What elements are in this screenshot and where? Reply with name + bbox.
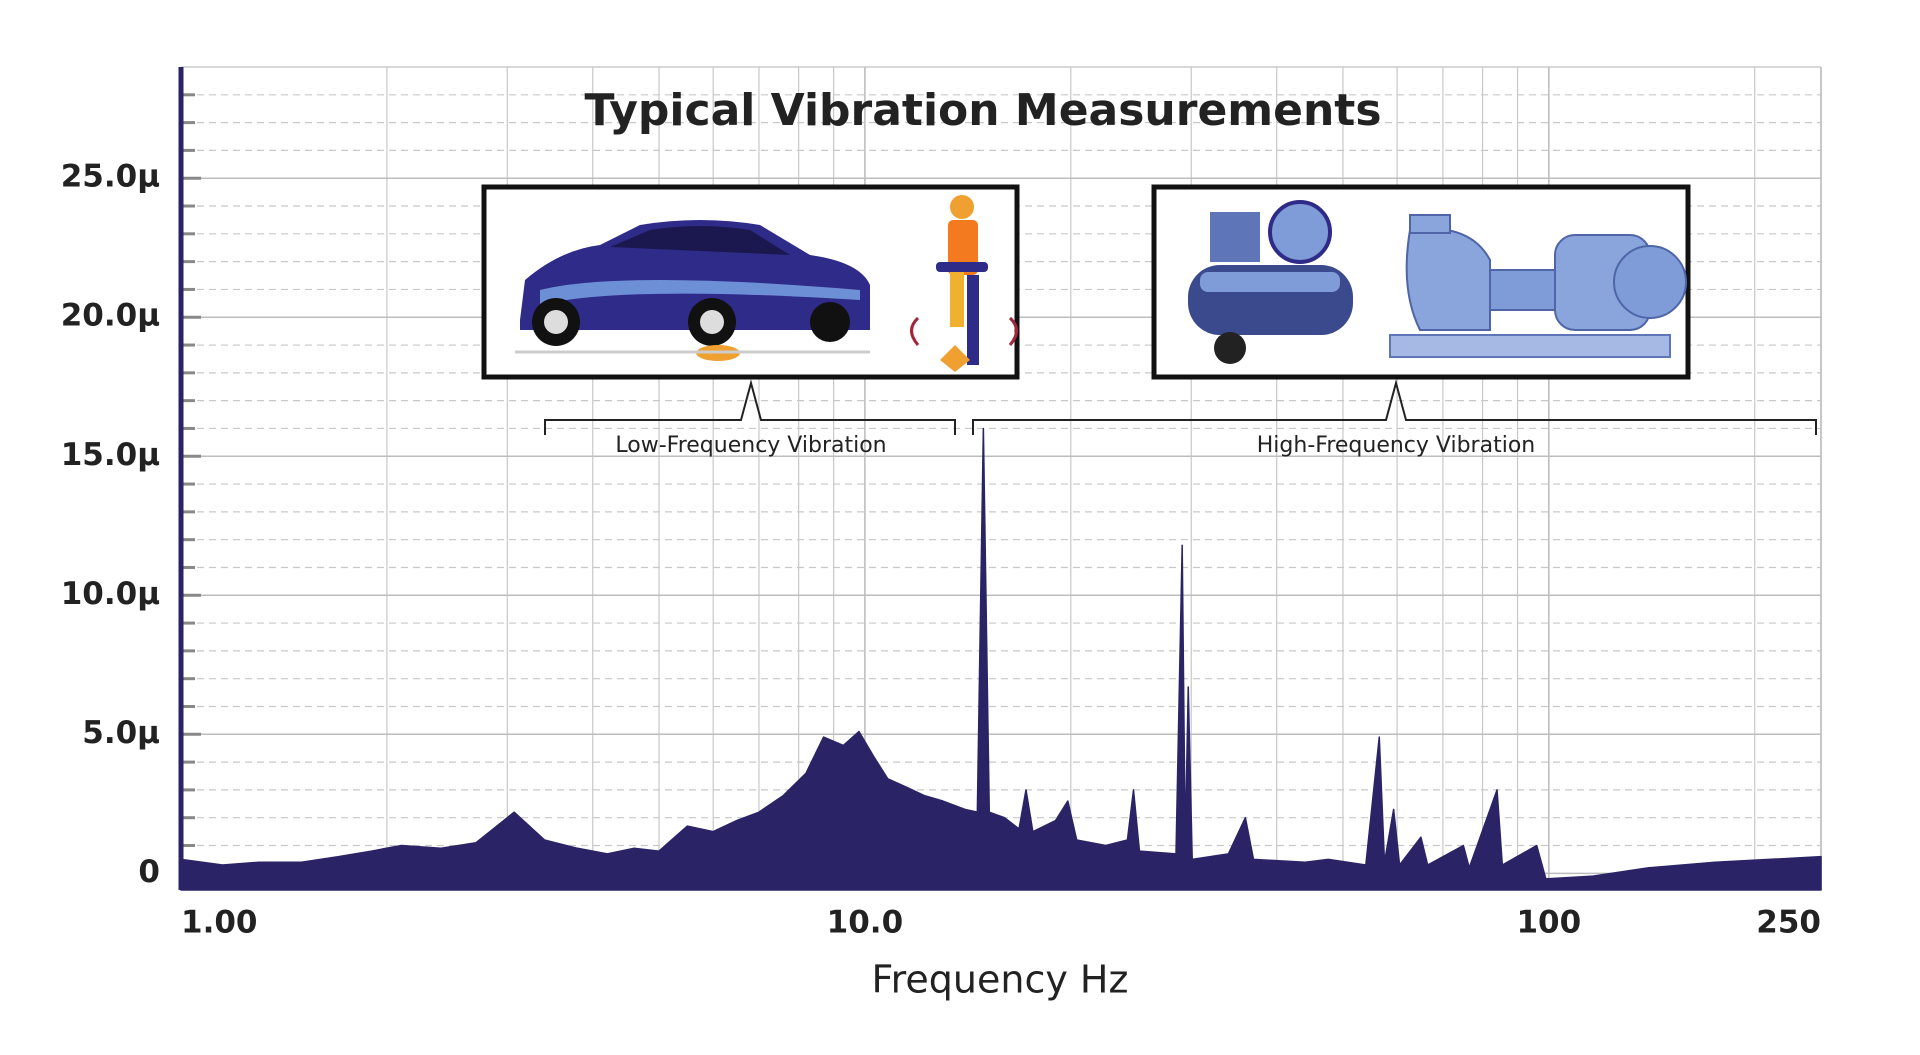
annotation: Low-Frequency Vibration <box>615 433 886 458</box>
x-tick-label: 10.0 <box>827 905 904 941</box>
low-frequency-illustration <box>481 184 1020 380</box>
low-bracket <box>544 379 956 435</box>
high-bracket <box>972 379 1817 435</box>
x-tick-label: 250 <box>1756 905 1821 941</box>
chart-title: Typical Vibration Measurements <box>584 85 1381 136</box>
x-tick-label: 1.00 <box>181 905 258 941</box>
annotation: High-Frequency Vibration <box>1257 433 1535 458</box>
y-tick-label: 20.0μ <box>61 298 160 334</box>
y-tick-label: 5.0μ <box>82 715 160 751</box>
y-tick-label: 10.0μ <box>61 576 160 612</box>
y-tick-label: 25.0μ <box>61 159 160 195</box>
y-tick-label: 0 <box>138 854 160 890</box>
high-frequency-illustration <box>1151 184 1691 380</box>
y-tick-label: 15.0μ <box>61 437 160 473</box>
plot <box>178 67 1822 891</box>
x-axis-label: Frequency Hz <box>872 958 1129 1002</box>
x-tick-label: 100 <box>1516 905 1581 941</box>
spectrum-area <box>180 427 1822 891</box>
